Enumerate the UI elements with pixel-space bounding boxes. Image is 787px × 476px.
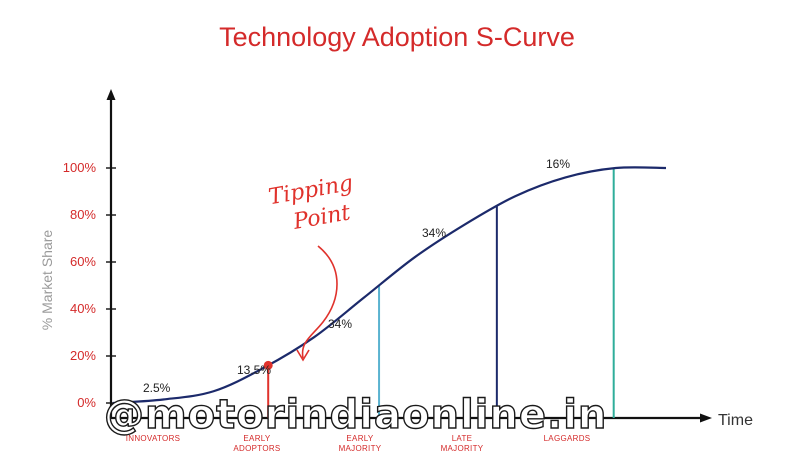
tipping-point-arrowhead (296, 349, 310, 362)
segment-label-early-adopters-1: EARLY (243, 434, 271, 443)
share-late-majority: 34% (422, 226, 446, 240)
y-tick-label: 20% (70, 348, 96, 363)
x-axis-arrowhead (700, 413, 712, 423)
x-axis-label: Time (718, 412, 753, 429)
share-innovators: 2.5% (143, 381, 171, 395)
y-tick-label: 100% (63, 160, 97, 175)
segment-label-early-majority-2: MAJORITY (339, 444, 382, 453)
segment-label-early-adopters-2: ADOPTORS (233, 444, 280, 453)
tipping-point-arrow (301, 245, 338, 359)
y-axis-arrowhead (106, 89, 116, 100)
y-tick-label: 40% (70, 301, 96, 316)
share-early-majority: 34% (328, 317, 352, 331)
y-tick-label: 0% (77, 395, 96, 410)
segment-label-late-majority-2: MAJORITY (441, 444, 484, 453)
chart-title: Technology Adoption S-Curve (219, 22, 575, 52)
tipping-point-label-line2: Point (291, 200, 353, 235)
share-laggards: 16% (546, 157, 570, 171)
segment-dividers (267, 168, 615, 418)
y-tick-label: 60% (70, 254, 96, 269)
tipping-point-marker (263, 360, 273, 370)
segment-label-early-majority-1: EARLY (346, 434, 374, 443)
segment-label-innovators: INNOVATORS (126, 434, 181, 443)
watermark: @motorindiaonline.in (104, 392, 607, 438)
share-early-adopters: 13.5% (237, 363, 271, 377)
segment-label-late-majority-1: LATE (452, 434, 473, 443)
y-ticks-layer: 0% 20% 40% 60% 80% 100% (63, 160, 116, 410)
adoption-curve (112, 166, 667, 405)
y-axis-label: % Market Share (39, 230, 55, 331)
y-tick-label: 80% (70, 207, 96, 222)
segment-label-laggards: LAGGARDS (544, 434, 591, 443)
